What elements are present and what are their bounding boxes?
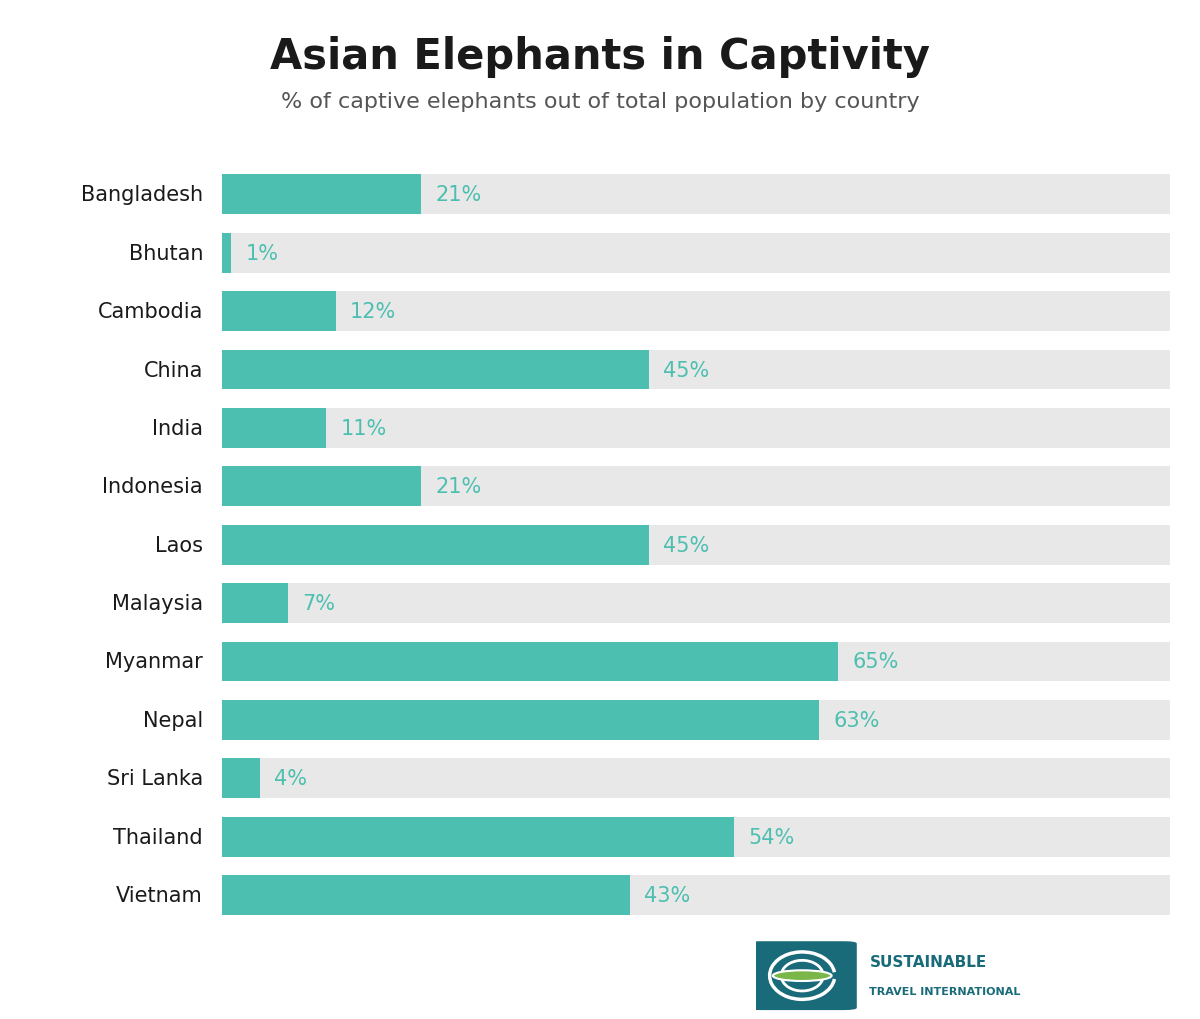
Bar <box>222 351 1170 390</box>
Text: 43%: 43% <box>644 886 690 905</box>
Bar <box>222 526 649 565</box>
Text: Cambodia: Cambodia <box>97 302 203 322</box>
Text: Malaysia: Malaysia <box>112 593 203 613</box>
Text: 4%: 4% <box>274 768 307 789</box>
Text: Asian Elephants in Captivity: Asian Elephants in Captivity <box>270 36 930 77</box>
Text: Bangladesh: Bangladesh <box>80 185 203 205</box>
Bar <box>222 700 1170 740</box>
Bar <box>222 817 1170 857</box>
Text: Laos: Laos <box>155 535 203 555</box>
Bar <box>222 409 326 448</box>
Circle shape <box>773 970 832 981</box>
Bar <box>222 233 232 273</box>
Bar <box>222 817 734 857</box>
Text: 21%: 21% <box>436 477 481 497</box>
Text: China: China <box>144 360 203 380</box>
Bar <box>222 409 1170 448</box>
Text: Myanmar: Myanmar <box>106 652 203 672</box>
Bar <box>222 467 421 506</box>
Bar <box>222 700 820 740</box>
Text: Thailand: Thailand <box>114 826 203 847</box>
Bar <box>222 526 1170 565</box>
Text: India: India <box>152 419 203 438</box>
Bar <box>222 642 1170 682</box>
Bar <box>222 759 260 798</box>
Bar <box>222 584 1170 624</box>
Bar <box>222 467 1170 506</box>
Bar <box>222 292 1170 331</box>
Text: 45%: 45% <box>662 360 709 380</box>
Text: 54%: 54% <box>748 826 794 847</box>
Text: 63%: 63% <box>834 710 880 731</box>
Bar <box>222 642 839 682</box>
Text: 12%: 12% <box>350 302 396 322</box>
Bar <box>222 175 1170 215</box>
Bar <box>222 233 1170 273</box>
Bar <box>222 875 630 915</box>
Bar <box>222 875 1170 915</box>
Text: Nepal: Nepal <box>143 710 203 731</box>
Text: Indonesia: Indonesia <box>102 477 203 497</box>
Bar <box>222 759 1170 798</box>
Text: 21%: 21% <box>436 185 481 205</box>
Text: 65%: 65% <box>852 652 899 672</box>
Bar <box>222 292 336 331</box>
Text: 7%: 7% <box>302 593 336 613</box>
Text: 1%: 1% <box>246 244 278 264</box>
Text: SUSTAINABLE: SUSTAINABLE <box>869 955 986 969</box>
Bar <box>222 175 421 215</box>
FancyBboxPatch shape <box>748 942 857 1010</box>
Text: 11%: 11% <box>341 419 386 438</box>
Text: Vietnam: Vietnam <box>116 886 203 905</box>
Bar <box>222 584 288 624</box>
Text: 45%: 45% <box>662 535 709 555</box>
Text: % of captive elephants out of total population by country: % of captive elephants out of total popu… <box>281 92 919 112</box>
Text: Sri Lanka: Sri Lanka <box>107 768 203 789</box>
Text: Bhutan: Bhutan <box>128 244 203 264</box>
Bar <box>222 351 649 390</box>
Text: TRAVEL INTERNATIONAL: TRAVEL INTERNATIONAL <box>869 986 1021 996</box>
